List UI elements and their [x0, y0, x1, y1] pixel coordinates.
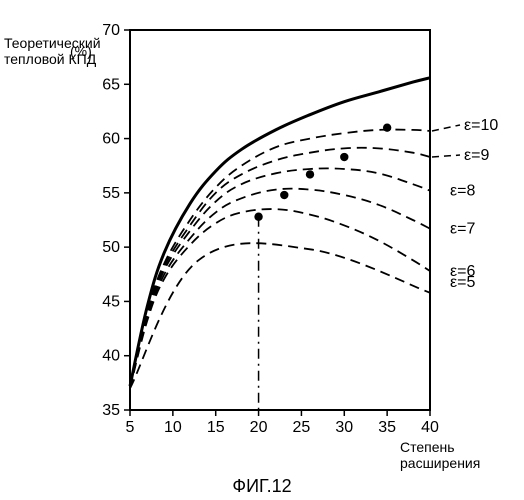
- ytick-label: 70: [102, 22, 120, 39]
- eps-curve-6: [130, 209, 430, 388]
- eps-curve-9: [130, 148, 430, 389]
- axis-frame: [130, 30, 430, 410]
- xtick-label: 15: [207, 419, 225, 436]
- eps-curve-10: [130, 130, 430, 389]
- x-axis-label-line1: Степень: [400, 439, 455, 455]
- xtick-label: 20: [250, 419, 268, 436]
- eps-marker-8: [306, 170, 314, 178]
- eps-leader-9: [432, 155, 460, 157]
- x-axis-label-line2: расширения: [400, 455, 480, 471]
- ytick-label: 65: [102, 76, 120, 93]
- xtick-label: 35: [378, 419, 396, 436]
- eps-label-10: ε=10: [464, 117, 498, 134]
- efficiency-chart: 3540455055606570510152025303540Теоретиче…: [0, 0, 524, 500]
- eps-curve-8: [130, 168, 430, 388]
- eps-marker-10: [383, 124, 391, 132]
- ytick-label: 60: [102, 131, 120, 148]
- y-axis-label-unit: (%): [70, 43, 92, 59]
- eps-marker-9: [340, 153, 348, 161]
- ytick-label: 40: [102, 348, 120, 365]
- xtick-label: 25: [293, 419, 311, 436]
- xtick-label: 10: [164, 419, 182, 436]
- ytick-label: 55: [102, 185, 120, 202]
- ytick-label: 35: [102, 402, 120, 419]
- eps-curve-5: [130, 243, 430, 388]
- ytick-label: 45: [102, 293, 120, 310]
- envelope-curve: [130, 78, 430, 386]
- eps-marker-7: [280, 191, 288, 199]
- eps-label-9: ε=9: [464, 147, 489, 164]
- eps-curve-7: [130, 189, 430, 389]
- eps-label-7: ε=7: [450, 221, 475, 238]
- eps-leader-10: [432, 125, 460, 131]
- xtick-label: 40: [421, 419, 439, 436]
- eps-label-5: ε=5: [450, 274, 475, 291]
- xtick-label: 30: [335, 419, 353, 436]
- eps-label-8: ε=8: [450, 183, 475, 200]
- ytick-label: 50: [102, 239, 120, 256]
- xtick-label: 5: [126, 419, 135, 436]
- figure-caption: ФИГ.12: [232, 476, 291, 496]
